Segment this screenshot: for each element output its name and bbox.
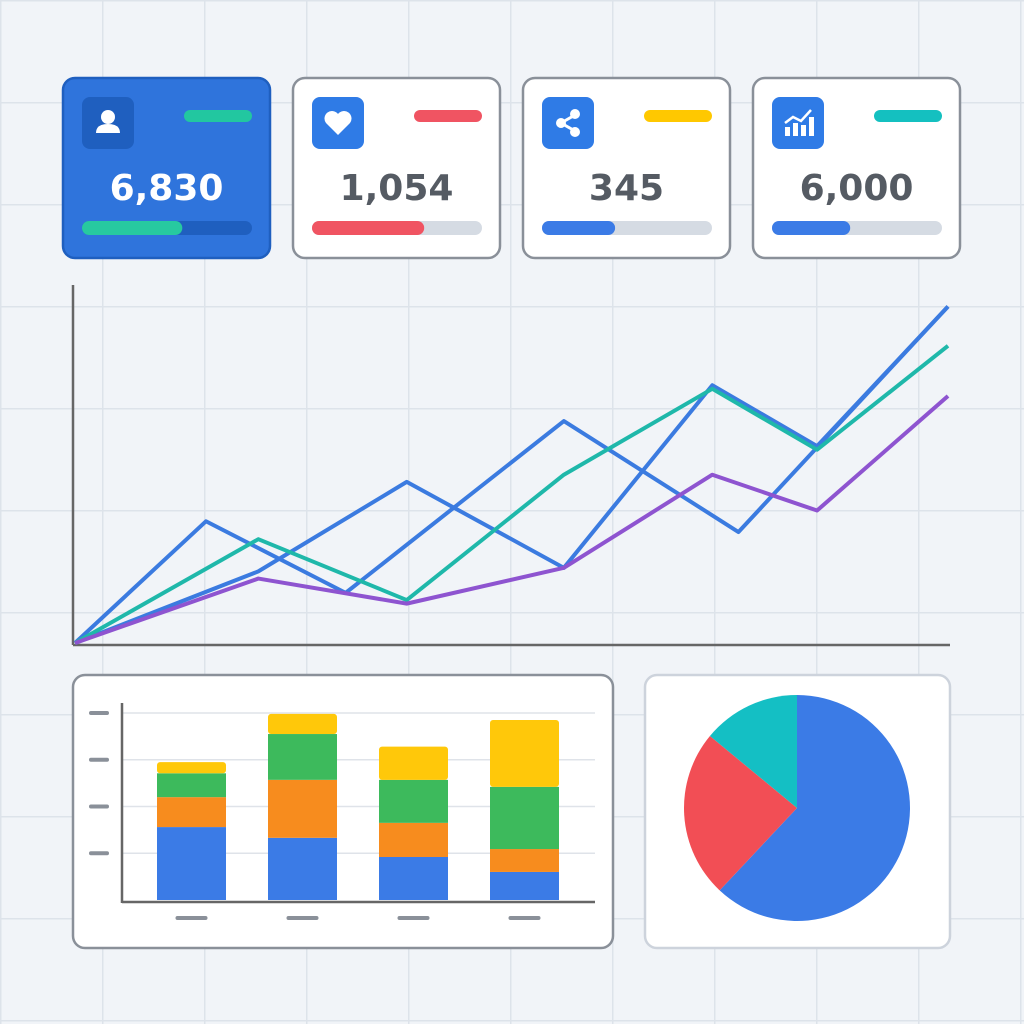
line-series [74, 344, 950, 645]
line-series [74, 394, 950, 645]
card-value: 6,830 [110, 168, 224, 209]
bar-segment [379, 746, 448, 780]
bar-segment [157, 762, 226, 774]
bar-segment [379, 856, 448, 900]
bar-segment [157, 797, 226, 828]
bar-segment [490, 720, 559, 787]
pie-chart [684, 695, 911, 922]
bar-segment [268, 779, 337, 838]
progress-fill [772, 221, 851, 235]
bar-segment [157, 773, 226, 798]
bar-segment [490, 871, 559, 900]
progress-fill [82, 221, 183, 235]
stat-cards: 6,830 1,054 345 6,000 [61, 76, 962, 260]
pie-slice [709, 695, 797, 808]
bar-segment [268, 734, 337, 780]
bar-segment [268, 713, 337, 735]
progress-fill [312, 221, 425, 235]
card-value: 1,054 [340, 168, 454, 209]
bar-segment [268, 837, 337, 900]
bar-segment [379, 779, 448, 823]
bar-segment [379, 822, 448, 857]
stacked-bar-chart [89, 703, 595, 920]
bar-segment [157, 827, 226, 900]
pie-slice [719, 695, 911, 922]
line-chart [71, 285, 950, 647]
progress-fill [542, 221, 616, 235]
pie-slice [684, 735, 797, 891]
icon-box [542, 97, 594, 149]
bar-segment [490, 786, 559, 850]
line-series [74, 305, 950, 645]
card-value: 6,000 [800, 168, 914, 209]
bar-segment [490, 849, 559, 872]
card-value: 345 [589, 168, 664, 209]
